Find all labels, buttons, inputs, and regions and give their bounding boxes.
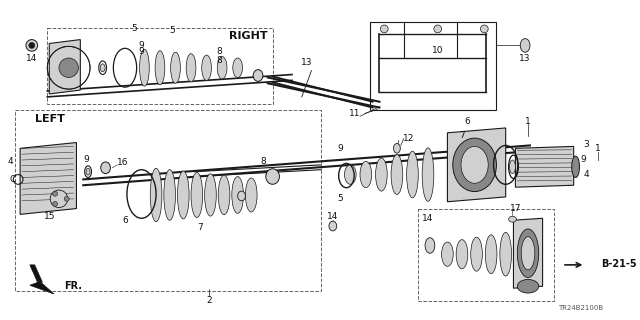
Ellipse shape [217, 57, 227, 79]
Circle shape [481, 25, 488, 33]
Text: 7: 7 [197, 223, 203, 232]
Text: 9: 9 [139, 47, 145, 56]
Text: 8: 8 [260, 157, 266, 166]
Ellipse shape [140, 49, 149, 86]
Polygon shape [515, 147, 573, 187]
Text: 1: 1 [595, 144, 601, 153]
Circle shape [59, 58, 78, 77]
Polygon shape [513, 218, 543, 288]
Ellipse shape [509, 216, 516, 222]
Text: 9: 9 [139, 41, 145, 50]
Ellipse shape [50, 190, 68, 208]
Polygon shape [20, 142, 76, 214]
Circle shape [434, 25, 442, 33]
Ellipse shape [52, 202, 58, 206]
Ellipse shape [100, 162, 111, 173]
Text: 10: 10 [432, 46, 444, 55]
Ellipse shape [442, 242, 453, 266]
Ellipse shape [233, 58, 243, 77]
Ellipse shape [376, 158, 387, 191]
Ellipse shape [344, 165, 356, 184]
Ellipse shape [245, 178, 257, 212]
Circle shape [380, 25, 388, 33]
Ellipse shape [520, 39, 530, 52]
Ellipse shape [164, 170, 175, 220]
Text: 8: 8 [216, 56, 222, 66]
Circle shape [26, 40, 38, 51]
Text: LEFT: LEFT [35, 114, 65, 124]
Ellipse shape [202, 55, 211, 80]
Text: 9: 9 [338, 144, 344, 153]
Text: 5: 5 [170, 26, 175, 35]
Text: 4: 4 [8, 157, 13, 166]
Text: C: C [9, 175, 15, 184]
Ellipse shape [186, 54, 196, 82]
Ellipse shape [517, 229, 539, 277]
Ellipse shape [100, 64, 105, 72]
Text: 5: 5 [131, 24, 136, 33]
Text: 13: 13 [519, 53, 531, 62]
Text: 15: 15 [44, 212, 55, 221]
Ellipse shape [232, 177, 243, 213]
Ellipse shape [52, 191, 58, 196]
Text: TR24B2100B: TR24B2100B [557, 305, 603, 311]
Ellipse shape [237, 191, 245, 201]
Text: 2: 2 [207, 296, 212, 305]
Text: B-21-5: B-21-5 [601, 259, 637, 269]
Ellipse shape [218, 175, 230, 215]
Ellipse shape [572, 156, 579, 178]
Text: 11: 11 [349, 109, 361, 118]
Ellipse shape [517, 279, 539, 293]
Text: 14: 14 [422, 214, 434, 223]
Polygon shape [447, 128, 506, 202]
Ellipse shape [425, 238, 435, 253]
Text: 14: 14 [327, 212, 339, 221]
Circle shape [29, 43, 35, 48]
Ellipse shape [205, 174, 216, 216]
Text: 5: 5 [338, 194, 344, 203]
Text: RIGHT: RIGHT [229, 31, 268, 41]
Ellipse shape [266, 169, 280, 184]
Ellipse shape [253, 70, 263, 81]
Ellipse shape [391, 155, 403, 195]
Ellipse shape [86, 168, 90, 175]
Ellipse shape [406, 151, 419, 198]
Ellipse shape [171, 52, 180, 83]
Text: 8: 8 [216, 47, 222, 56]
Ellipse shape [191, 172, 203, 218]
Ellipse shape [155, 51, 165, 85]
Ellipse shape [509, 160, 515, 173]
Ellipse shape [360, 162, 372, 188]
Ellipse shape [471, 237, 483, 271]
Ellipse shape [64, 196, 69, 201]
Ellipse shape [461, 147, 488, 183]
Text: 6: 6 [122, 216, 128, 225]
Text: 14: 14 [26, 53, 38, 62]
Text: 6: 6 [464, 117, 470, 126]
Text: 7: 7 [459, 131, 465, 140]
Polygon shape [30, 265, 54, 294]
Text: 3: 3 [584, 140, 589, 149]
Ellipse shape [456, 240, 468, 269]
Ellipse shape [150, 168, 162, 222]
Ellipse shape [394, 143, 400, 153]
Text: 1: 1 [525, 117, 531, 126]
Text: FR.: FR. [64, 281, 82, 291]
Text: 9: 9 [83, 156, 89, 164]
Ellipse shape [485, 235, 497, 274]
Text: 13: 13 [301, 58, 312, 68]
Polygon shape [49, 40, 81, 94]
Text: 16: 16 [117, 158, 129, 167]
Ellipse shape [521, 237, 535, 270]
Text: 17: 17 [509, 204, 521, 213]
Ellipse shape [452, 138, 497, 192]
Ellipse shape [329, 221, 337, 231]
Text: 9: 9 [580, 156, 586, 164]
Ellipse shape [500, 232, 511, 276]
Text: 12: 12 [403, 134, 414, 143]
Text: 4: 4 [584, 170, 589, 179]
Ellipse shape [177, 171, 189, 219]
Ellipse shape [422, 148, 434, 201]
